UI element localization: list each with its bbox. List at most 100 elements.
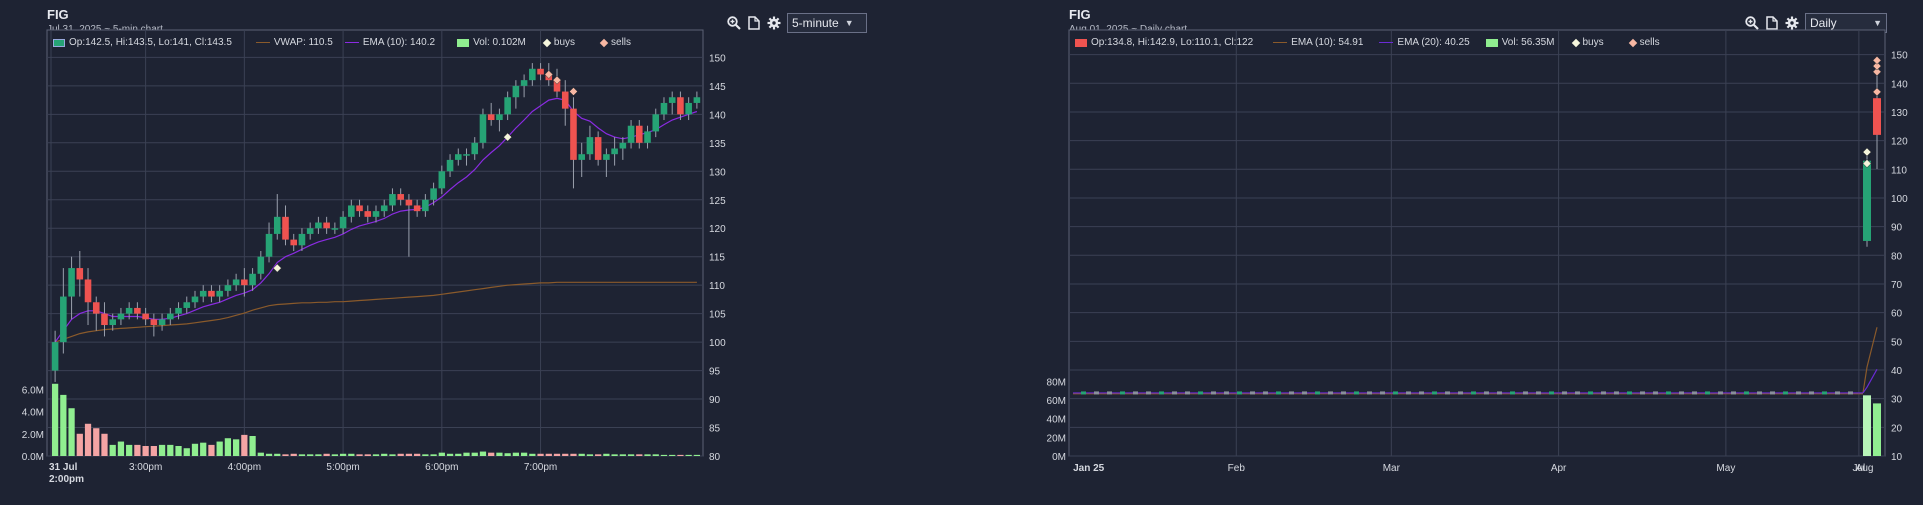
- volume-tick-label: 0.0M: [22, 452, 44, 463]
- buy-marker: [272, 263, 282, 273]
- volume-bar: [422, 454, 429, 456]
- history-bar: [1445, 391, 1450, 395]
- volume-bar: [356, 454, 363, 456]
- volume-bar: [175, 446, 182, 456]
- volume-bar: [216, 441, 223, 456]
- history-bar: [1250, 391, 1255, 395]
- candle-body: [257, 256, 265, 274]
- candle-body: [150, 319, 158, 326]
- history-bar: [1640, 391, 1645, 395]
- legend-buys[interactable]: buys: [1571, 37, 1604, 48]
- candle-body: [627, 125, 635, 143]
- x-tick-label: Jul: [1852, 463, 1865, 474]
- volume-bar: [51, 383, 59, 456]
- y-tick-label: 85: [709, 424, 721, 435]
- legend-ohlc-text: Op:142.5, Hi:143.5, Lo:141, Cl:143.5: [69, 37, 232, 48]
- legend-ohlc: Op:142.5, Hi:143.5, Lo:141, Cl:143.5: [53, 37, 232, 48]
- y-tick-label: 115: [709, 253, 725, 264]
- volume-bar: [397, 453, 404, 456]
- candle-body: [512, 85, 520, 98]
- volume-bar: [529, 453, 536, 456]
- y-tick-label: 60: [1891, 309, 1903, 320]
- volume-bar: [331, 454, 338, 456]
- interval-select-value: 5-minute: [792, 16, 839, 30]
- volume-bar: [537, 453, 544, 456]
- chart-ticker: FIG: [47, 7, 69, 22]
- volume-bar: [233, 439, 240, 456]
- volume-bar: [446, 453, 454, 456]
- sell-marker: [1872, 67, 1882, 77]
- volume-bar: [372, 454, 380, 456]
- history-bar: [1588, 391, 1593, 395]
- volume-bar: [60, 394, 67, 456]
- history-bar: [1237, 391, 1242, 395]
- candle-body: [438, 171, 446, 189]
- document-icon[interactable]: [747, 16, 761, 30]
- volume-bar: [471, 452, 478, 456]
- history-bar: [1757, 391, 1762, 395]
- sell-marker: [1872, 55, 1882, 65]
- candle-body: [315, 222, 322, 229]
- interval-select-value: Daily: [1810, 16, 1837, 30]
- ema10-line: [1862, 327, 1878, 394]
- legend-vwap: VWAP: 110.5: [255, 37, 333, 48]
- price-chart[interactable]: 80 85 90 95 100 105 110 115 120 125 130 135 140 145 15…: [22, 0, 877, 505]
- price-chart[interactable]: 10 20 30 40 50 60 70 80 90 100 110 120 130 140 150 Jan …: [1047, 0, 1919, 505]
- zoom-in-icon[interactable]: [727, 16, 741, 30]
- ema20-line: [1862, 368, 1878, 394]
- history-bar: [1081, 391, 1086, 395]
- candle-body: [356, 205, 363, 212]
- interval-select[interactable]: 5-minute ▼: [787, 13, 867, 33]
- y-tick-label: 120: [1891, 137, 1908, 148]
- volume-bar: [463, 452, 470, 456]
- zoom-in-icon[interactable]: [1745, 16, 1759, 30]
- candle-body: [652, 114, 660, 132]
- history-bar: [1731, 391, 1736, 395]
- legend-sells[interactable]: sells: [599, 37, 631, 48]
- x-tick-label: Aug: [1856, 463, 1874, 474]
- y-tick-label: 40: [1891, 366, 1903, 377]
- volume-bar: [578, 453, 585, 456]
- legend-ema10: EMA (10): 54.91: [1273, 37, 1363, 48]
- history-bar: [1783, 391, 1788, 395]
- candle-body: [611, 148, 618, 155]
- legend-volume: Vol: 56.35M: [1485, 37, 1555, 48]
- volume-bar: [479, 451, 487, 456]
- history-bar: [1575, 391, 1580, 395]
- document-icon[interactable]: [1765, 16, 1779, 30]
- volume-bar: [191, 443, 199, 456]
- y-tick-label: 110: [1891, 165, 1907, 176]
- candle-body: [1873, 98, 1881, 135]
- candle-body: [677, 97, 684, 115]
- history-bar: [1380, 391, 1385, 395]
- y-tick-label: 20: [1891, 423, 1903, 434]
- volume-bar: [183, 448, 190, 456]
- history-bar: [1796, 391, 1801, 395]
- candle-body: [487, 114, 495, 121]
- history-bar: [1094, 391, 1099, 395]
- candle-body: [660, 102, 668, 115]
- y-tick-label: 120: [709, 224, 726, 235]
- history-bar: [1302, 391, 1307, 395]
- right-chart-panel: FIG Aug 01, 2025 ~ Daily chart Daily ▼ 1…: [1047, 0, 1919, 505]
- candle-body: [290, 239, 298, 246]
- legend-sells[interactable]: sells: [1628, 37, 1660, 48]
- gear-icon[interactable]: [767, 16, 781, 30]
- volume-bar: [586, 454, 594, 456]
- y-tick-label: 30: [1891, 395, 1903, 406]
- candle-body: [158, 319, 166, 326]
- volume-bar: [644, 454, 651, 456]
- history-bar: [1276, 391, 1281, 395]
- x-tick-label: 7:00pm: [524, 462, 557, 473]
- x-tick-label: Jan 25: [1073, 463, 1105, 474]
- chart-toolbar: Daily ▼: [1745, 13, 1887, 33]
- volume-tick-label: 2.0M: [22, 430, 44, 441]
- legend-buys[interactable]: buys: [542, 37, 575, 48]
- legend-vwap-text: VWAP: 110.5: [273, 37, 333, 48]
- volume-bar: [414, 453, 421, 456]
- volume-bar: [126, 444, 133, 456]
- history-bar: [1211, 391, 1216, 395]
- volume-bar: [274, 453, 281, 456]
- y-tick-label: 80: [1891, 251, 1903, 262]
- gear-icon[interactable]: [1785, 16, 1799, 30]
